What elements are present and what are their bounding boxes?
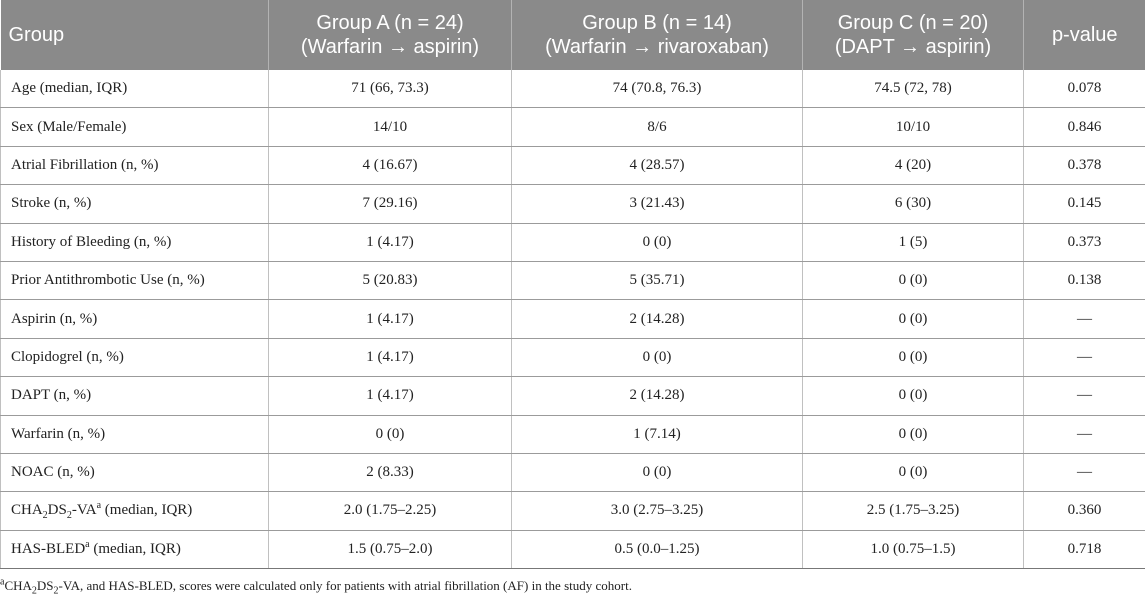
cell-p-value: 0.138 (1024, 261, 1145, 299)
cell-p-value: 0.360 (1024, 492, 1145, 530)
table-row: DAPT (n, %)1 (4.17)2 (14.28)0 (0)— (1, 377, 1145, 415)
cell-group-c: 10/10 (803, 108, 1024, 146)
row-label: NOAC (n, %) (1, 453, 269, 491)
cell-group-c: 74.5 (72, 78) (803, 70, 1024, 108)
row-label: Stroke (n, %) (1, 185, 269, 223)
table-row-has-bled: HAS-BLEDa (median, IQR) 1.5 (0.75–2.0) 0… (1, 530, 1145, 568)
cell-group-c: 0 (0) (803, 338, 1024, 376)
cell-group-b: 3.0 (2.75–3.25) (512, 492, 803, 530)
cell-group-c: 0 (0) (803, 415, 1024, 453)
row-label: Atrial Fibrillation (n, %) (1, 146, 269, 184)
table-footnote: aCHA2DS2-VA, and HAS-BLED, scores were c… (0, 578, 632, 594)
cell-group-c: 0 (0) (803, 300, 1024, 338)
header-row: Group Group A (n = 24)(Warfarin → aspiri… (1, 0, 1145, 70)
cell-group-a: 1 (4.17) (269, 338, 512, 376)
table-row: Warfarin (n, %)0 (0)1 (7.14)0 (0)— (1, 415, 1145, 453)
cell-group-c: 0 (0) (803, 377, 1024, 415)
cell-group-a: 14/10 (269, 108, 512, 146)
table-row: History of Bleeding (n, %)1 (4.17)0 (0)1… (1, 223, 1145, 261)
cell-group-b: 3 (21.43) (512, 185, 803, 223)
cell-group-a: 2 (8.33) (269, 453, 512, 491)
row-label: History of Bleeding (n, %) (1, 223, 269, 261)
cell-p-value: 0.846 (1024, 108, 1145, 146)
row-label: HAS-BLEDa (median, IQR) (1, 530, 269, 568)
row-label: Prior Antithrombotic Use (n, %) (1, 261, 269, 299)
table-row: Age (median, IQR)71 (66, 73.3)74 (70.8, … (1, 70, 1145, 108)
table-row-cha2ds2-va: CHA2DS2-VAa (median, IQR) 2.0 (1.75–2.25… (1, 492, 1145, 530)
row-label: Sex (Male/Female) (1, 108, 269, 146)
cell-group-c: 6 (30) (803, 185, 1024, 223)
cell-p-value: 0.378 (1024, 146, 1145, 184)
cell-group-a: 5 (20.83) (269, 261, 512, 299)
table-row: NOAC (n, %)2 (8.33)0 (0)0 (0)— (1, 453, 1145, 491)
table-row: Clopidogrel (n, %)1 (4.17)0 (0)0 (0)— (1, 338, 1145, 376)
cell-p-value: 0.078 (1024, 70, 1145, 108)
cell-group-b: 0 (0) (512, 453, 803, 491)
cell-p-value: — (1024, 415, 1145, 453)
cell-group-b: 2 (14.28) (512, 300, 803, 338)
cell-group-b: 4 (28.57) (512, 146, 803, 184)
cell-group-a: 1 (4.17) (269, 377, 512, 415)
row-label: Aspirin (n, %) (1, 300, 269, 338)
table-row: Atrial Fibrillation (n, %)4 (16.67)4 (28… (1, 146, 1145, 184)
header-group-c: Group C (n = 20)(DAPT → aspirin) (803, 0, 1024, 70)
cell-group-b: 0 (0) (512, 223, 803, 261)
cell-group-b: 0.5 (0.0–1.25) (512, 530, 803, 568)
cell-p-value: — (1024, 338, 1145, 376)
row-label: CHA2DS2-VAa (median, IQR) (1, 492, 269, 530)
row-label: Age (median, IQR) (1, 70, 269, 108)
table-row: Aspirin (n, %)1 (4.17)2 (14.28)0 (0)— (1, 300, 1145, 338)
cell-p-value: — (1024, 300, 1145, 338)
header-p-value: p-value (1024, 0, 1145, 70)
row-label: DAPT (n, %) (1, 377, 269, 415)
cell-group-a: 1 (4.17) (269, 223, 512, 261)
cell-group-b: 74 (70.8, 76.3) (512, 70, 803, 108)
baseline-characteristics-table: Group Group A (n = 24)(Warfarin → aspiri… (0, 0, 1145, 569)
cell-group-a: 0 (0) (269, 415, 512, 453)
cell-group-a: 1 (4.17) (269, 300, 512, 338)
cell-group-a: 7 (29.16) (269, 185, 512, 223)
cell-p-value: — (1024, 377, 1145, 415)
row-label: Warfarin (n, %) (1, 415, 269, 453)
cell-group-b: 8/6 (512, 108, 803, 146)
cell-group-a: 4 (16.67) (269, 146, 512, 184)
cell-group-a: 71 (66, 73.3) (269, 70, 512, 108)
cell-group-c: 4 (20) (803, 146, 1024, 184)
header-group-b: Group B (n = 14)(Warfarin → rivaroxaban) (512, 0, 803, 70)
table-row: Stroke (n, %)7 (29.16)3 (21.43)6 (30)0.1… (1, 185, 1145, 223)
row-label: Clopidogrel (n, %) (1, 338, 269, 376)
cell-group-c: 2.5 (1.75–3.25) (803, 492, 1024, 530)
cell-group-c: 1.0 (0.75–1.5) (803, 530, 1024, 568)
cell-p-value: — (1024, 453, 1145, 491)
cell-group-c: 0 (0) (803, 453, 1024, 491)
table-row: Prior Antithrombotic Use (n, %)5 (20.83)… (1, 261, 1145, 299)
cell-group-c: 1 (5) (803, 223, 1024, 261)
cell-group-b: 5 (35.71) (512, 261, 803, 299)
cell-p-value: 0.718 (1024, 530, 1145, 568)
cell-group-b: 1 (7.14) (512, 415, 803, 453)
header-group: Group (1, 0, 269, 70)
cell-group-a: 1.5 (0.75–2.0) (269, 530, 512, 568)
cell-p-value: 0.373 (1024, 223, 1145, 261)
header-group-a: Group A (n = 24)(Warfarin → aspirin) (269, 0, 512, 70)
cell-group-b: 2 (14.28) (512, 377, 803, 415)
cell-group-c: 0 (0) (803, 261, 1024, 299)
cell-group-b: 0 (0) (512, 338, 803, 376)
cell-group-a: 2.0 (1.75–2.25) (269, 492, 512, 530)
cell-p-value: 0.145 (1024, 185, 1145, 223)
